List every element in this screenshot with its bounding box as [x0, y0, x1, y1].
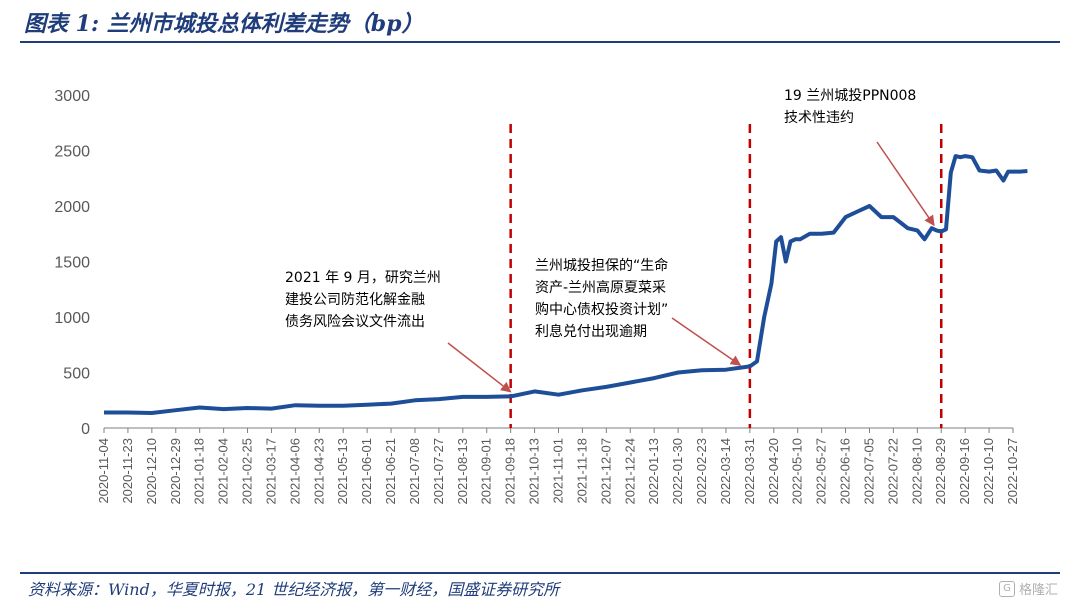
x-tick-label: 2022-10-27	[1005, 438, 1020, 505]
watermark: G 格隆汇	[998, 579, 1058, 598]
x-axis: 2020-11-04 2020-11-23 2020-12-10 2020-12-29…	[96, 427, 1020, 505]
event-annotation-text: 兰州城投担保的“生命	[535, 257, 668, 274]
event-annotation-text: 债务风险会议文件流出	[285, 314, 425, 330]
y-tick-label: 0	[81, 421, 90, 438]
watermark-logo-icon: G	[998, 580, 1015, 597]
y-axis: 0 500 1000 1500 2000 2500 3000	[54, 88, 90, 438]
event-annotation-text: 购中心债权投资计划”	[535, 302, 668, 318]
x-tick-label: 2022-03-14	[718, 438, 733, 505]
x-tick-label: 2022-10-10	[981, 438, 996, 505]
x-tick-label: 2022-02-23	[694, 438, 709, 505]
x-tick-label: 2020-11-23	[120, 438, 135, 504]
x-tick-label: 2022-07-05	[861, 438, 876, 505]
y-tick-label: 1500	[54, 255, 90, 272]
x-tick-label: 2021-04-23	[311, 438, 326, 505]
watermark-text: 格隆汇	[1018, 583, 1058, 598]
x-tick-label: 2022-06-16	[838, 438, 853, 505]
title-divider	[20, 41, 1060, 43]
x-tick-label: 2020-12-29	[168, 438, 183, 505]
event-annotation-text: 资产-兰州高原夏菜采	[535, 279, 666, 296]
x-tick-label: 2021-08-13	[455, 438, 470, 505]
x-tick-label: 2022-05-10	[790, 438, 805, 505]
x-tick-label: 2022-05-27	[814, 438, 829, 505]
x-tick-label: 2021-07-27	[431, 438, 446, 505]
x-tick-label: 2021-04-06	[287, 438, 302, 505]
x-tick-label: 2021-12-07	[598, 438, 613, 505]
event-annotation-text: 建投公司防范化解金融	[285, 291, 425, 308]
event-annotation-text: 2021 年 9 月，研究兰州	[285, 270, 441, 286]
series-line-spread	[104, 154, 1028, 415]
x-tick-label: 2020-12-10	[144, 438, 159, 505]
event-lines	[509, 124, 943, 428]
y-tick-label: 2500	[54, 144, 90, 161]
x-tick-label: 2021-11-18	[574, 438, 589, 504]
x-tick-label: 2022-09-16	[957, 438, 972, 505]
y-tick-label: 3000	[54, 88, 90, 105]
event-arrow	[876, 141, 935, 227]
y-tick-label: 500	[63, 366, 90, 383]
event-arrow	[447, 342, 512, 393]
x-tick-label: 2021-03-17	[263, 438, 278, 505]
x-tick-label: 2021-01-18	[192, 438, 207, 505]
x-tick-label: 2022-01-30	[670, 438, 685, 505]
x-tick-label: 2021-06-01	[359, 438, 374, 505]
x-tick-label: 2021-12-24	[622, 438, 637, 505]
x-tick-label: 2021-06-21	[383, 438, 398, 505]
x-tick-label: 2022-08-29	[933, 438, 948, 505]
x-tick-label: 2021-07-08	[407, 438, 422, 505]
event-annotation-text: 利息兑付出现逾期	[535, 323, 647, 340]
event-arrow	[671, 317, 742, 366]
x-tick-label: 2020-11-04	[96, 438, 111, 504]
y-tick-label: 1000	[54, 310, 90, 327]
x-tick-label: 2021-02-25	[240, 438, 255, 505]
event-annotation-text: 19 兰州城投PPN008	[784, 88, 916, 104]
x-tick-label: 2021-10-13	[527, 438, 542, 505]
x-tick-label: 2021-11-01	[551, 438, 566, 504]
x-tick-label: 2022-01-13	[646, 438, 661, 505]
event-annotation-text: 技术性违约	[784, 110, 854, 126]
footer-divider	[20, 572, 1060, 574]
x-tick-label: 2021-09-01	[479, 438, 494, 505]
y-tick-label: 2000	[54, 199, 90, 216]
page-title: 图表 1: 兰州市城投总体利差走势（bp）	[24, 11, 424, 37]
x-tick-label: 2021-09-18	[503, 438, 518, 505]
x-tick-label: 2022-07-22	[885, 438, 900, 505]
x-tick-label: 2021-05-13	[335, 438, 350, 505]
x-tick-label: 2022-04-20	[766, 438, 781, 505]
source-note: 资料来源：Wind，华夏时报，21 世纪经济报，第一财经，国盛证券研究所	[28, 580, 560, 599]
x-tick-label: 2022-03-31	[742, 438, 757, 505]
x-tick-label: 2021-02-04	[216, 438, 231, 505]
x-tick-label: 2022-08-10	[909, 438, 924, 505]
